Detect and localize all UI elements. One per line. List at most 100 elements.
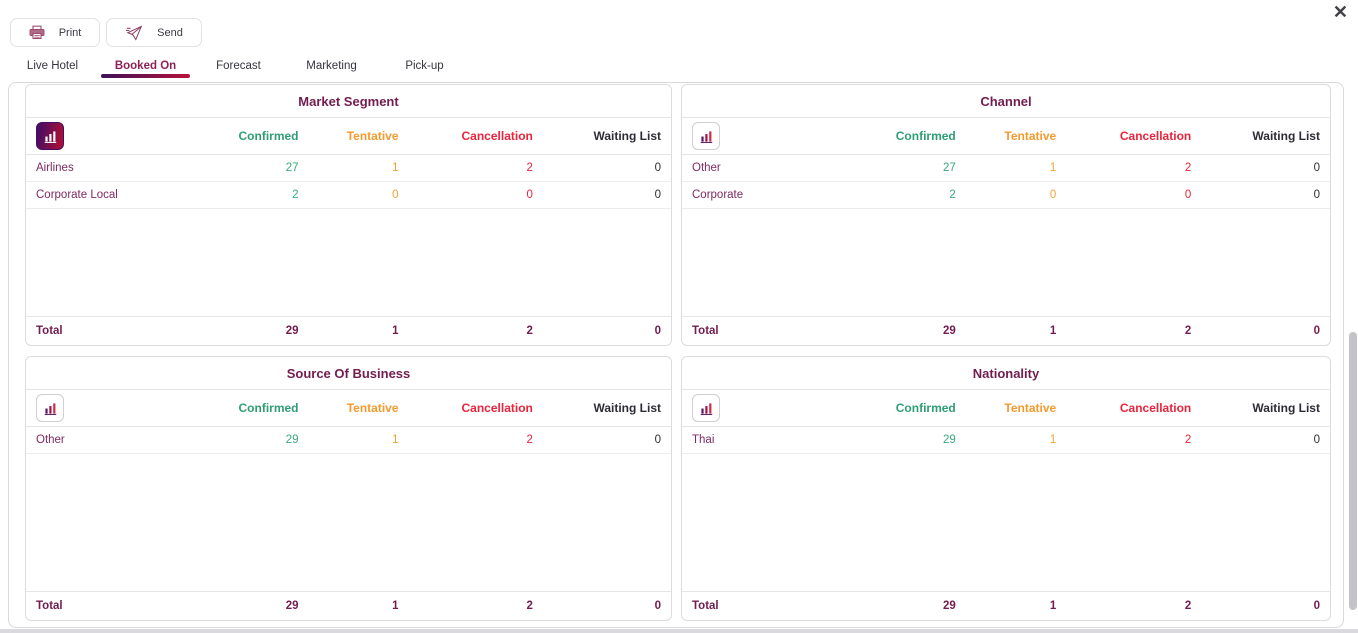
bar-chart-icon[interactable] [692,122,720,150]
total-confirmed: 29 [285,325,299,337]
toolbar: Print Send [10,18,202,47]
table-row[interactable]: Corporate 2 0 0 0 [682,182,1330,209]
column-header-waiting-list: Waiting List [593,401,661,415]
total-cancellation: 2 [526,600,533,612]
total-label: Total [36,325,63,337]
tab-pick-up[interactable]: Pick-up [378,54,471,77]
confirmed-value: 27 [285,162,299,174]
panel-nationality: Nationality Confirmed Tentative Cancella… [681,356,1331,621]
table-row[interactable]: Other 29 1 2 0 [26,427,671,454]
column-header-confirmed: Confirmed [238,129,299,143]
column-header-waiting-list: Waiting List [1252,129,1320,143]
column-header-waiting-list: Waiting List [593,129,661,143]
column-header-tentative: Tentative [346,129,399,143]
column-header-cancellation: Cancellation [1119,401,1192,415]
tab-booked-on[interactable]: Booked On [99,54,192,78]
tab-label: Forecast [216,59,261,72]
waiting-list-value: 0 [654,189,661,201]
panel-title: Channel [682,85,1330,118]
bar-chart-icon[interactable] [692,394,720,422]
column-header-tentative: Tentative [1004,401,1057,415]
bar-chart-icon[interactable] [36,122,64,150]
confirmed-value: 29 [942,434,956,446]
confirmed-value: 2 [292,189,299,201]
column-header-row: Confirmed Tentative Cancellation Waiting… [26,390,671,427]
tab-marketing[interactable]: Marketing [285,54,378,77]
tentative-value: 1 [1049,162,1057,174]
column-header-row: Confirmed Tentative Cancellation Waiting… [26,118,671,155]
total-cancellation: 2 [1184,325,1192,337]
cancellation-value: 0 [526,189,533,201]
tentative-value: 1 [392,434,399,446]
confirmed-value: 29 [285,434,299,446]
row-label: Thai [692,434,715,446]
waiting-list-value: 0 [1313,434,1320,446]
tentative-value: 0 [1049,189,1057,201]
total-row: Total 29 1 2 0 [682,591,1330,620]
waiting-list-value: 0 [654,434,661,446]
tab-label: Marketing [306,59,357,72]
close-icon[interactable]: ✕ [1332,2,1348,22]
tentative-value: 0 [392,189,399,201]
column-header-tentative: Tentative [346,401,399,415]
tentative-value: 1 [392,162,399,174]
paper-plane-icon [125,24,143,41]
cancellation-value: 2 [526,162,533,174]
print-button-label: Print [58,26,82,39]
cancellation-value: 2 [1184,162,1192,174]
tab-label: Pick-up [405,59,444,72]
total-tentative: 1 [1049,325,1057,337]
horizontal-scrollbar-track[interactable] [0,629,1358,633]
waiting-list-value: 0 [654,162,661,174]
tab-bar: Live Hotel Booked On Forecast Marketing … [6,54,471,78]
column-header-row: Confirmed Tentative Cancellation Waiting… [682,390,1330,427]
total-tentative: 1 [392,600,399,612]
printer-icon [29,25,45,40]
total-cancellation: 2 [1184,600,1192,612]
tab-forecast[interactable]: Forecast [192,54,285,77]
cancellation-value: 2 [1184,434,1192,446]
total-waiting-list: 0 [1313,325,1320,337]
total-tentative: 1 [392,325,399,337]
active-tab-underline [101,74,190,78]
column-header-row: Confirmed Tentative Cancellation Waiting… [682,118,1330,155]
panel-source-of-business: Source Of Business Confirmed Tentative C… [25,356,672,621]
table-row[interactable]: Other 27 1 2 0 [682,155,1330,182]
send-button[interactable]: Send [106,18,202,47]
vertical-scrollbar-thumb[interactable] [1349,332,1357,610]
column-header-cancellation: Cancellation [1119,129,1192,143]
column-header-cancellation: Cancellation [461,129,533,143]
panel-title: Nationality [682,357,1330,390]
total-confirmed: 29 [285,600,299,612]
total-tentative: 1 [1049,600,1057,612]
waiting-list-value: 0 [1313,189,1320,201]
row-label: Corporate Local [36,189,118,201]
panel-title: Market Segment [26,85,671,118]
row-label: Corporate [692,189,744,201]
row-label: Airlines [36,162,74,174]
total-label: Total [36,600,63,612]
panel-channel: Channel Confirmed Tentative Cancellation [681,84,1331,346]
report-content: Market Segment Confirmed Tentative Cance… [8,82,1344,628]
tab-live-hotel[interactable]: Live Hotel [6,54,99,77]
bar-chart-icon[interactable] [36,394,64,422]
table-row[interactable]: Corporate Local 2 0 0 0 [26,182,671,209]
row-label: Other [36,434,65,446]
total-row: Total 29 1 2 0 [26,591,671,620]
table-row[interactable]: Thai 29 1 2 0 [682,427,1330,454]
column-header-confirmed: Confirmed [238,401,299,415]
column-header-waiting-list: Waiting List [1252,401,1320,415]
column-header-confirmed: Confirmed [895,401,956,415]
total-waiting-list: 0 [654,600,661,612]
total-waiting-list: 0 [1313,600,1320,612]
total-cancellation: 2 [526,325,533,337]
panel-title: Source Of Business [26,357,671,390]
waiting-list-value: 0 [1313,162,1320,174]
print-button[interactable]: Print [10,18,100,47]
table-row[interactable]: Airlines 27 1 2 0 [26,155,671,182]
total-confirmed: 29 [942,600,956,612]
total-row: Total 29 1 2 0 [26,316,671,345]
tentative-value: 1 [1049,434,1057,446]
total-waiting-list: 0 [654,325,661,337]
